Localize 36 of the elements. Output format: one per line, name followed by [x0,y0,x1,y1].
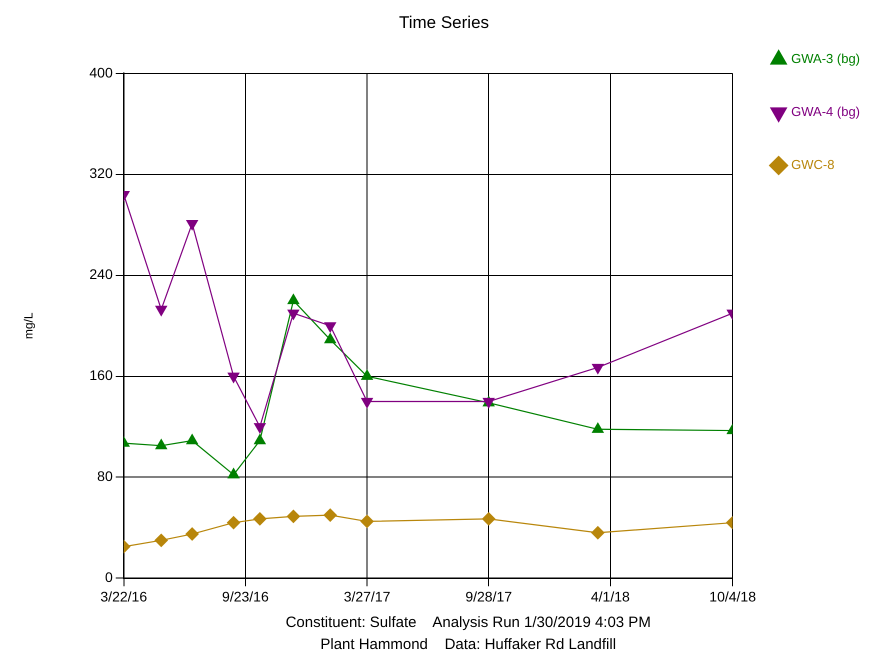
text: Plant Hammond Data: Huffaker Rd Landfill [320,636,616,653]
y-axis-title: mg/L [22,312,36,340]
point [360,514,374,528]
x-tick-label: 4/1/18 [590,588,630,604]
point [154,534,168,547]
point [591,526,604,540]
point [324,322,336,332]
point [186,527,199,541]
legend-label: GWA-3 (bg) [791,51,860,66]
point [482,512,496,526]
y-tick-label: 320 [89,165,113,182]
y-tick-label: 160 [89,367,113,384]
x-tick-label: 10/4/18 [709,588,756,604]
legend-label: GWA-4 (bg) [791,104,860,120]
text: Constituent: Sulfate Analysis Run 1/30/2019 4:03 PM [286,614,651,631]
chart-title: Time Series [398,12,490,32]
x-tick-label: 3/27/17 [344,588,391,604]
point [288,310,300,320]
point [324,508,337,522]
point [228,372,240,383]
point [592,364,604,374]
legend-label: GWC-8 [791,157,834,172]
point [155,306,168,316]
point [286,510,300,523]
point [254,423,266,434]
point [253,512,266,526]
point [186,220,198,230]
x-tick-label: 9/23/16 [222,588,269,604]
x-tick-label: 3/22/16 [100,588,148,604]
x-tick-label: 9/28/17 [465,588,512,604]
y-tick-label: 80 [97,468,113,484]
point [361,398,373,408]
y-tick-label: 400 [89,64,113,80]
y-tick-label: 240 [89,266,113,282]
point [226,516,240,530]
y-tick-label: 0 [104,569,113,586]
